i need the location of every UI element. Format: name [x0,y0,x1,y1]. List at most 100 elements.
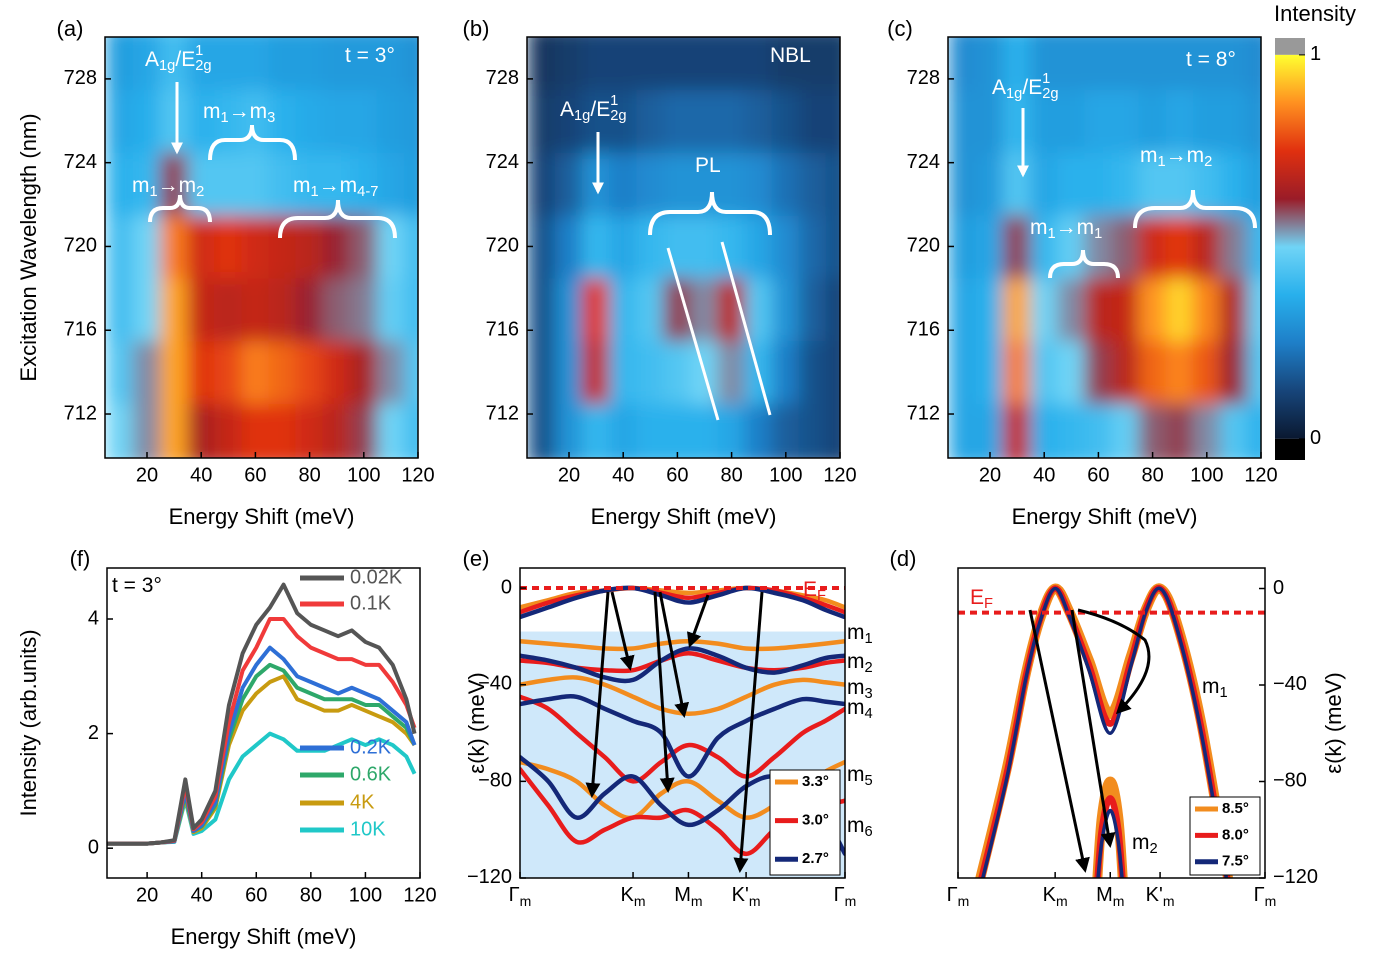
tick-label: −120 [1273,866,1318,888]
heatmap-cell [1057,340,1086,405]
heatmap-cell [636,403,665,458]
heatmap-cell [948,277,977,342]
heatmap-cell [1192,340,1221,405]
tick-label: 724 [486,151,519,173]
tick-label-main: M [1096,884,1113,906]
brace [648,191,772,236]
heatmap-cell [690,88,719,153]
tick-label: 712 [907,402,940,424]
heatmap-cell [214,214,243,279]
heatmap-cell [1111,88,1140,153]
heatmap-cell [349,88,378,153]
tick-label: 120 [1244,464,1277,486]
heatmap-cell [609,214,638,279]
frame [526,36,841,459]
heatmap-cell [1165,277,1194,342]
heatmap-cell [349,37,378,90]
heatmap-cell [690,214,719,279]
annotation-part: PL [695,154,721,177]
annotation-part: 4-7 [357,184,378,200]
heatmap-cell [582,214,611,279]
heatmap-cell [1192,214,1221,279]
tick-label: 716 [64,319,97,341]
colorbar [1275,54,1305,439]
tick-label-main: K' [1146,884,1163,906]
annotation-part: 1 [865,631,873,647]
annotation: m1→m1 [1030,216,1102,242]
heatmap-cell [1138,151,1167,216]
legend-label: 0.1K [350,592,392,614]
heatmap-cell [636,88,665,153]
panel-label: (c) [887,16,913,41]
tick-label: Mm [1096,884,1124,908]
heatmap-cell [825,151,840,216]
heatmap-cell [717,403,746,458]
heatmap-cell [322,340,351,405]
tick-label: K'm [1146,884,1175,908]
heatmap-cell [214,151,243,216]
heatmap-cell [948,403,977,458]
arrow [1028,609,1090,873]
tick-label-main: Γ [947,884,958,906]
heatmap-cell [1246,151,1261,216]
frame [519,567,846,879]
heatmap-cell [241,151,270,216]
panel-label: (a) [57,16,84,41]
annotation-part: 2 [1204,154,1212,170]
tick-label: 716 [486,319,519,341]
tick-label: 40 [191,884,213,906]
tick-label: 80 [720,464,742,486]
annotation-part: 2 [1150,841,1158,857]
heatmap-cell [1192,37,1221,90]
annotation-part: m [847,676,865,699]
heatmap-cell [663,88,692,153]
tick-label: Γm [509,884,532,908]
heatmap-cell [1057,37,1086,90]
tick-label: 716 [907,319,940,341]
heatmap-cell [1219,37,1248,90]
heatmap-cell [1138,88,1167,153]
heatmap-cell [554,214,584,279]
tick-label: 0 [1273,577,1284,599]
heatmap-cell [376,403,405,458]
band [520,646,845,684]
heatmap-cell [975,88,1005,153]
heatmap-cell [1030,37,1059,90]
tick-label-main: Γ [834,884,845,906]
tick-label-main: K [1043,884,1057,906]
heatmap-cell [349,403,378,458]
heatmap-cell [1246,88,1261,153]
heatmap-cell [1111,151,1140,216]
tick-label: 120 [403,884,436,906]
annotation-part: 4 [865,706,873,722]
heatmap-cell [975,214,1005,279]
heatmap-cell [609,277,638,342]
annotation-part: 1 [221,110,229,126]
heatmap-cell [1165,340,1194,405]
tick-label: 60 [1087,464,1109,486]
heatmap-cell [527,151,556,216]
heatmap-cell [771,37,800,90]
heatmap-cell [105,277,134,342]
heatmap-cell [349,277,378,342]
heatmap-cell [160,214,189,279]
heatmap-cell [554,340,584,405]
heatmap-cell [527,277,556,342]
x-axis-label: Energy Shift (meV) [171,924,357,949]
arrow [1070,609,1116,848]
heatmap-cell [690,37,719,90]
heatmap-cell [214,277,243,342]
heatmap-cell [1138,403,1167,458]
heatmap-cell [636,151,665,216]
tick-label-sub: m [1113,893,1125,909]
annotation-part: NBL [770,44,811,67]
heatmap-cell [636,277,665,342]
heatmap-cell [798,340,827,405]
tick-label: 0 [501,576,512,598]
heatmap-cell [295,88,324,153]
plot-area [948,37,1261,458]
heatmap-cell [322,37,351,90]
band [1096,808,1124,878]
heatmap-cell [1003,277,1032,342]
heatmap-cell [105,403,134,458]
